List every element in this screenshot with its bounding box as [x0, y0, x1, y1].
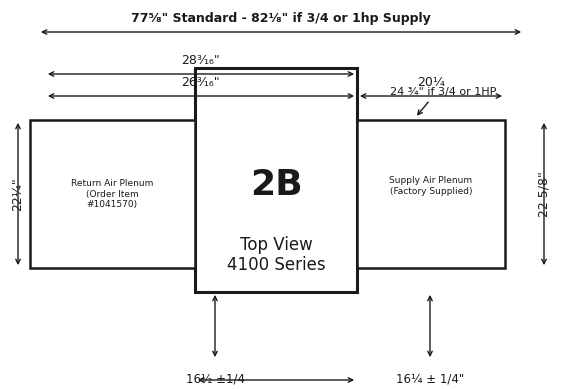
- Text: Top View: Top View: [239, 236, 312, 254]
- Text: 2B: 2B: [250, 168, 302, 202]
- Text: 20¹⁄₄: 20¹⁄₄: [417, 75, 445, 89]
- Text: 77⁵⁄₈" Standard - 82¹⁄₈" if 3/4 or 1hp Supply: 77⁵⁄₈" Standard - 82¹⁄₈" if 3/4 or 1hp S…: [131, 12, 431, 25]
- Text: 4100 Series: 4100 Series: [226, 256, 325, 274]
- Text: 16½ ±1/4: 16½ ±1/4: [185, 372, 244, 385]
- Text: 24 ¾" if 3/4 or 1HP: 24 ¾" if 3/4 or 1HP: [390, 87, 496, 97]
- Bar: [357, 120, 505, 268]
- Text: 28³⁄₁₆": 28³⁄₁₆": [180, 54, 219, 67]
- Text: 16¼ ± 1/4": 16¼ ± 1/4": [396, 372, 464, 385]
- Text: Return Air Plenum
(Order Item
#1041570): Return Air Plenum (Order Item #1041570): [71, 179, 153, 209]
- Bar: [195, 68, 357, 292]
- Text: 22 5/8": 22 5/8": [537, 171, 551, 217]
- Bar: [30, 120, 195, 268]
- Text: 29³⁄₁₆: 29³⁄₁₆: [260, 388, 292, 389]
- Text: Supply Air Plenum
(Factory Supplied): Supply Air Plenum (Factory Supplied): [389, 176, 473, 196]
- Text: 22¹⁄₄": 22¹⁄₄": [11, 177, 25, 211]
- Text: 26³⁄₁₆": 26³⁄₁₆": [181, 75, 219, 89]
